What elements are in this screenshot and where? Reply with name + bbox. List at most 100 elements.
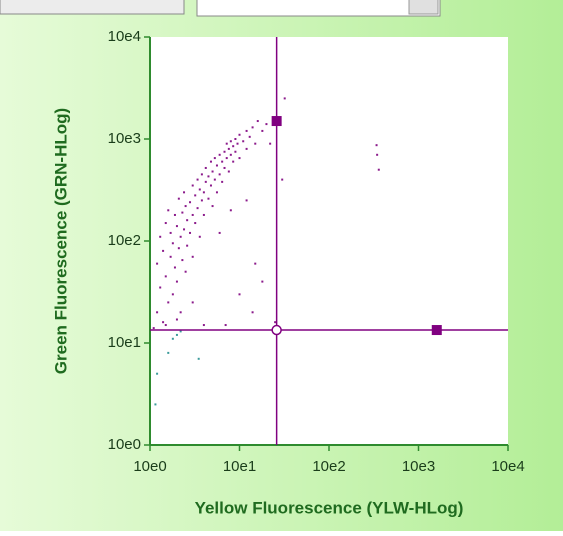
point — [156, 372, 159, 375]
point — [179, 330, 182, 333]
point — [167, 351, 170, 354]
y-tick-label: 10e2 — [108, 232, 141, 249]
point — [156, 311, 159, 314]
point — [227, 170, 230, 173]
point — [251, 311, 254, 314]
point — [221, 180, 224, 183]
point — [202, 324, 205, 327]
point — [215, 191, 218, 194]
point — [177, 197, 180, 200]
point — [248, 135, 251, 138]
quadrant-handle[interactable] — [271, 116, 282, 127]
point — [177, 247, 180, 250]
point — [245, 199, 248, 202]
point — [229, 153, 232, 156]
point — [213, 178, 216, 181]
point — [169, 255, 172, 258]
point — [376, 153, 379, 156]
point — [175, 280, 178, 283]
point — [377, 168, 380, 171]
point — [232, 160, 235, 163]
point — [204, 166, 207, 169]
point — [234, 150, 237, 153]
point — [164, 275, 167, 278]
point — [251, 126, 254, 129]
point — [234, 138, 237, 140]
point — [164, 222, 167, 225]
plot-area — [150, 37, 508, 445]
point — [191, 184, 194, 187]
point — [183, 191, 186, 194]
point — [218, 173, 221, 176]
point — [223, 150, 226, 153]
point — [211, 170, 214, 173]
point — [221, 160, 224, 163]
point — [159, 235, 162, 238]
point — [207, 175, 210, 178]
point — [162, 321, 165, 324]
point — [223, 166, 226, 169]
point — [281, 178, 284, 181]
point — [171, 293, 174, 296]
point — [238, 293, 241, 296]
point — [209, 160, 212, 163]
point — [229, 140, 232, 143]
point — [164, 324, 167, 327]
point — [225, 142, 228, 145]
point — [191, 213, 194, 216]
point — [256, 120, 259, 123]
point — [238, 157, 241, 160]
point — [183, 228, 186, 231]
point — [194, 222, 197, 225]
dropdown-button[interactable] — [408, 0, 439, 15]
point — [179, 235, 182, 238]
point — [181, 259, 184, 262]
point — [200, 199, 203, 202]
point — [167, 301, 170, 304]
point — [175, 318, 178, 321]
x-axis-title: Yellow Fluorescence (YLW-HLog) — [195, 498, 464, 517]
point — [197, 357, 200, 360]
quadrant-handle[interactable] — [431, 325, 442, 336]
point — [225, 157, 228, 160]
point — [189, 201, 192, 204]
point — [245, 147, 248, 150]
point — [196, 207, 199, 210]
point — [224, 324, 227, 327]
point — [175, 333, 178, 336]
point — [274, 321, 277, 324]
point — [175, 225, 178, 228]
point — [245, 129, 248, 132]
dropdown[interactable] — [196, 0, 441, 17]
point — [202, 213, 205, 216]
x-tick-label: 10e2 — [312, 458, 345, 475]
point — [254, 262, 257, 265]
point — [204, 180, 207, 183]
toolbar-button[interactable] — [0, 0, 185, 15]
point — [209, 184, 212, 187]
point — [211, 205, 214, 208]
point — [156, 262, 159, 265]
point — [191, 255, 194, 258]
point — [242, 140, 245, 143]
point — [375, 144, 378, 147]
point — [254, 142, 257, 145]
point — [236, 142, 239, 145]
point — [261, 280, 264, 283]
y-tick-label: 10e0 — [108, 436, 141, 453]
point — [189, 231, 192, 234]
point — [173, 266, 176, 269]
point — [194, 194, 197, 197]
x-tick-label: 10e4 — [491, 458, 524, 475]
x-tick-label: 10e1 — [223, 458, 256, 475]
point — [200, 173, 203, 176]
y-tick-label: 10e3 — [108, 130, 141, 147]
point — [227, 147, 230, 150]
point — [167, 209, 170, 212]
point — [179, 311, 182, 314]
point — [191, 301, 194, 304]
point — [186, 219, 189, 222]
x-tick-label: 10e0 — [133, 458, 166, 475]
point — [218, 231, 221, 234]
